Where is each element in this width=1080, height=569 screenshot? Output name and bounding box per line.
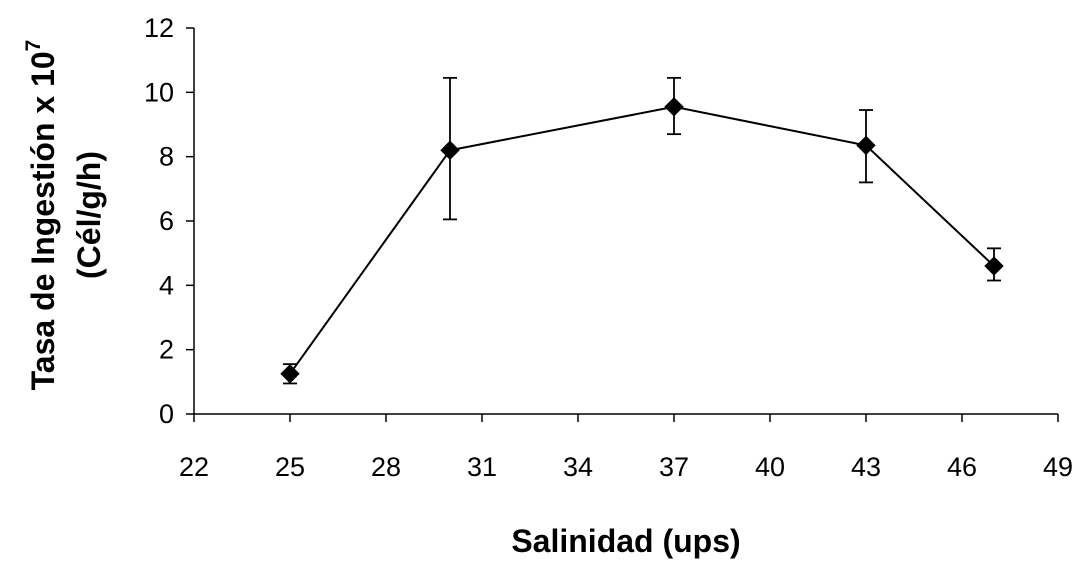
y-axis-title-exponent: 7 <box>22 40 45 52</box>
y-tick-label: 8 <box>159 142 174 172</box>
y-axis-title-text: Tasa de Ingestión x 10 <box>25 51 61 390</box>
x-tick-label: 46 <box>947 452 977 482</box>
data-point-marker <box>440 140 460 160</box>
data-point-marker <box>984 256 1004 276</box>
x-tick-label: 31 <box>467 452 497 482</box>
data-point-marker <box>280 364 300 384</box>
data-point-marker <box>664 97 684 117</box>
x-tick-label: 25 <box>275 452 305 482</box>
y-axis-title: Tasa de Ingestión x 107 <box>22 40 61 391</box>
data-point-marker <box>856 135 876 156</box>
y-axis-title-line-2: (Cél/g/h) <box>71 151 107 279</box>
x-tick-label: 43 <box>851 452 881 482</box>
y-tick-label: 0 <box>159 399 174 429</box>
y-tick-label: 6 <box>159 206 174 236</box>
x-tick-label: 49 <box>1043 452 1073 482</box>
y-tick-label: 4 <box>159 270 174 300</box>
plot-area <box>280 76 1004 385</box>
y-tick-label: 12 <box>144 13 174 43</box>
x-tick-label: 28 <box>371 452 401 482</box>
x-axis-title: Salinidad (ups) <box>511 523 740 559</box>
y-axis: 0 2 4 6 8 10 12 <box>144 13 195 429</box>
y-tick-label: 10 <box>144 77 174 107</box>
y-axis-title-line-1: Tasa de Ingestión x 107 <box>22 40 61 391</box>
x-tick-label: 34 <box>563 452 593 482</box>
x-tick-label: 37 <box>659 452 689 482</box>
y-axis-unit: (Cél/g/h) <box>71 151 107 279</box>
x-axis: 22 25 28 31 34 37 40 43 46 49 <box>179 413 1073 482</box>
series-line <box>289 105 995 375</box>
x-tick-label: 40 <box>755 452 785 482</box>
y-tick-label: 2 <box>159 335 174 365</box>
x-tick-label: 22 <box>179 452 209 482</box>
